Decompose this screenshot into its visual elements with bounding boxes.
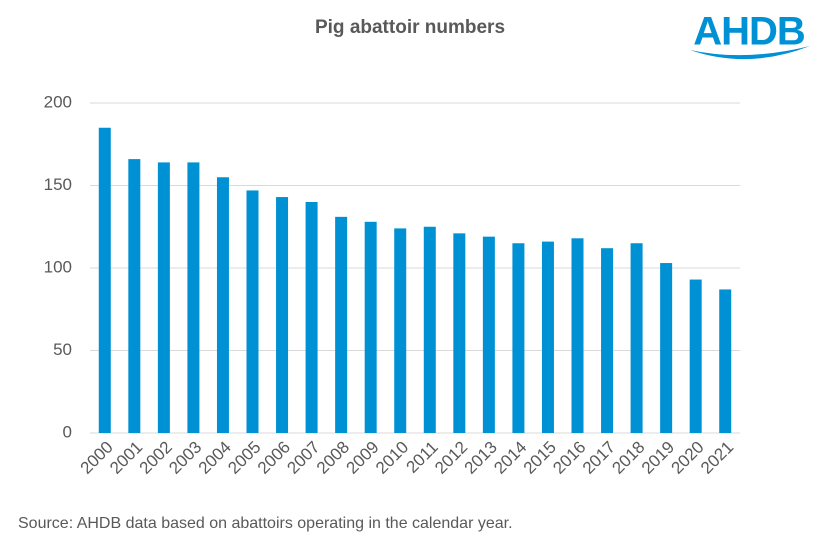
y-tick-label: 150: [44, 175, 72, 194]
y-tick-label: 50: [53, 340, 72, 359]
bar: [482, 236, 495, 433]
bar: [423, 226, 436, 433]
x-tick-label: 2005: [224, 438, 264, 478]
x-tick-label: 2018: [608, 438, 648, 478]
x-tick-label: 2015: [520, 438, 560, 478]
x-tick-label: 2002: [136, 438, 176, 478]
bar: [305, 202, 318, 433]
bar: [216, 177, 229, 433]
bar: [98, 127, 111, 433]
bar: [719, 289, 732, 433]
bar: [453, 233, 466, 433]
bar: [541, 241, 554, 433]
y-tick-label: 200: [44, 92, 72, 111]
x-tick-label: 2013: [461, 438, 501, 478]
x-tick-label: 2020: [667, 438, 707, 478]
bar: [571, 238, 584, 433]
bar: [157, 162, 170, 433]
bar: [630, 243, 643, 433]
x-tick-label: 2003: [165, 438, 205, 478]
x-tick-label: 2012: [431, 438, 471, 478]
chart-title: Pig abattoir numbers: [315, 17, 505, 38]
bar: [187, 162, 200, 433]
logo-swoosh: [690, 46, 810, 60]
x-tick-label: 2019: [638, 438, 678, 478]
x-tick-label: 2006: [254, 438, 294, 478]
logo: AHDB: [690, 10, 810, 60]
x-tick-label: 2008: [313, 438, 353, 478]
x-tick-label: 2017: [579, 438, 619, 478]
bar: [335, 216, 348, 433]
x-tick-label: 2001: [106, 438, 146, 478]
x-tick-label: 2000: [77, 438, 117, 478]
y-tick-label: 100: [44, 257, 72, 276]
x-tick-label: 2007: [283, 438, 323, 478]
bar: [128, 159, 141, 433]
bar: [364, 221, 377, 433]
x-tick-label: 2016: [549, 438, 589, 478]
bar: [394, 228, 407, 433]
x-tick-label: 2004: [195, 438, 235, 478]
bar: [689, 279, 702, 433]
x-tick-label: 2009: [342, 438, 382, 478]
bar: [512, 243, 525, 433]
bar: [276, 197, 289, 433]
bar: [246, 190, 259, 433]
bar: [660, 263, 673, 433]
bar: [601, 248, 614, 433]
x-tick-label: 2021: [697, 438, 737, 478]
x-tick-label: 2014: [490, 438, 530, 478]
logo-text: AHDB: [693, 10, 805, 54]
source-note: Source: AHDB data based on abattoirs ope…: [18, 515, 513, 532]
y-tick-label: 0: [63, 422, 72, 441]
x-tick-label: 2010: [372, 438, 412, 478]
x-tick-label: 2011: [402, 438, 441, 477]
